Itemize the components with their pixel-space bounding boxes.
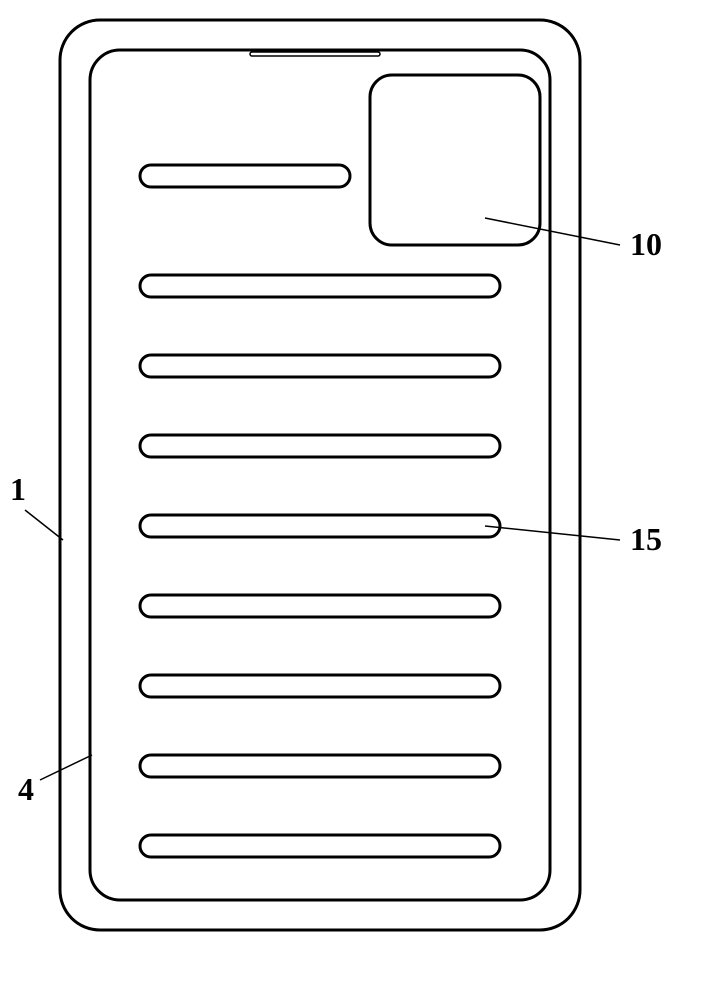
slot-long-7 — [140, 835, 500, 857]
slot-long-4 — [140, 595, 500, 617]
slot-long-3 — [140, 515, 500, 537]
top-slit — [250, 52, 380, 56]
window-box — [370, 75, 540, 245]
leader-line-4 — [40, 755, 92, 780]
slot-long-1 — [140, 355, 500, 377]
label-10: 10 — [485, 218, 662, 262]
slot-long-6 — [140, 755, 500, 777]
leader-line-1 — [25, 510, 63, 540]
label-text-15: 15 — [630, 521, 662, 557]
label-text-1: 1 — [10, 471, 26, 507]
label-text-4: 4 — [18, 771, 34, 807]
label-text-10: 10 — [630, 226, 662, 262]
leader-line-15 — [485, 526, 620, 540]
outer-body — [60, 20, 580, 930]
label-1: 1 — [10, 471, 63, 540]
slot-long-0 — [140, 275, 500, 297]
slot-short — [140, 165, 350, 187]
inner-panel — [90, 50, 550, 900]
slot-long-2 — [140, 435, 500, 457]
leader-line-10 — [485, 218, 620, 245]
slot-long-5 — [140, 675, 500, 697]
label-4: 4 — [18, 755, 92, 807]
label-15: 15 — [485, 521, 662, 557]
